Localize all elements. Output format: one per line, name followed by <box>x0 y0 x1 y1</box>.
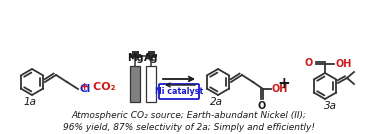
Text: OH: OH <box>335 59 352 69</box>
Text: 3a: 3a <box>324 101 336 111</box>
Text: O: O <box>305 58 313 68</box>
Text: Ag: Ag <box>144 53 158 63</box>
Bar <box>130 66 140 102</box>
FancyBboxPatch shape <box>159 84 199 99</box>
Text: 96% yield, 87% selectivity of 2a; Simply and efficiently!: 96% yield, 87% selectivity of 2a; Simply… <box>63 122 315 131</box>
Text: Ni catalyst: Ni catalyst <box>155 87 203 96</box>
Text: Atmospheric CO₂ source; Earth-abundant Nickel (II);: Atmospheric CO₂ source; Earth-abundant N… <box>71 111 307 120</box>
Text: Cl: Cl <box>79 84 90 94</box>
Text: OH: OH <box>272 84 288 94</box>
Text: O: O <box>258 101 266 111</box>
Text: 2a: 2a <box>209 97 223 107</box>
Text: 1a: 1a <box>23 97 37 107</box>
Text: +: + <box>277 77 290 92</box>
Bar <box>146 66 156 102</box>
Text: + CO₂: + CO₂ <box>80 82 116 92</box>
Text: Mg: Mg <box>127 53 143 63</box>
